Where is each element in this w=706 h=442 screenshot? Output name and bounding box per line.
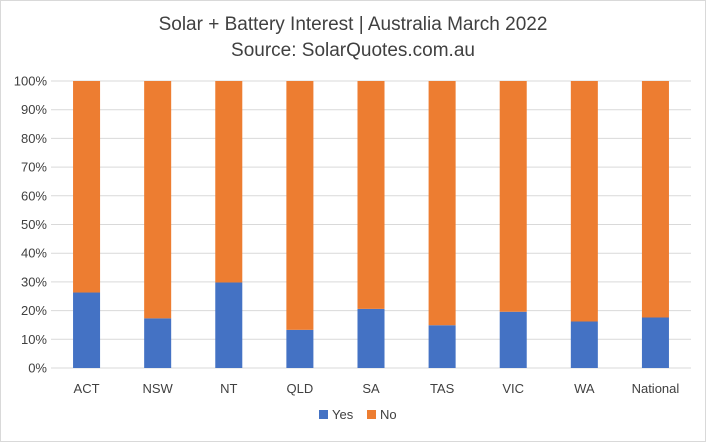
x-axis-tick-labels: ACT NSW NT QLD SA TAS VIC WA National xyxy=(74,381,680,396)
y-tick-label: 70% xyxy=(21,160,47,175)
y-tick-label: 100% xyxy=(14,74,48,89)
x-tick-label: NT xyxy=(220,381,237,396)
y-tick-label: 30% xyxy=(21,274,47,289)
bar-no-vic xyxy=(499,81,527,312)
bar-no-wa xyxy=(570,81,598,322)
legend-swatch-no xyxy=(367,410,376,419)
bar-yes-sa xyxy=(357,308,385,368)
y-tick-label: 10% xyxy=(21,332,47,347)
x-tick-label: TAS xyxy=(430,381,455,396)
bar-yes-national xyxy=(641,317,669,368)
chart-title: Solar + Battery Interest | Australia Mar… xyxy=(159,14,548,35)
bar-no-sa xyxy=(357,81,385,309)
y-tick-label: 60% xyxy=(21,188,47,203)
bar-yes-nsw xyxy=(144,318,172,368)
y-axis-tick-labels: 0% 10% 20% 30% 40% 50% 60% 70% 80% 90% 100% xyxy=(14,74,48,376)
legend-label-yes: Yes xyxy=(332,407,354,422)
x-tick-label: National xyxy=(632,381,680,396)
bar-no-nt xyxy=(215,81,243,283)
bar-yes-wa xyxy=(570,321,598,368)
y-tick-label: 80% xyxy=(21,131,47,146)
bar-yes-qld xyxy=(286,329,314,368)
x-tick-label: VIC xyxy=(502,381,524,396)
bars xyxy=(73,81,669,368)
x-tick-label: NSW xyxy=(142,381,173,396)
bar-no-qld xyxy=(286,81,314,330)
y-tick-label: 40% xyxy=(21,246,47,261)
x-tick-label: SA xyxy=(362,381,380,396)
bar-yes-vic xyxy=(499,311,527,368)
legend-label-no: No xyxy=(380,407,397,422)
x-tick-label: QLD xyxy=(287,381,314,396)
bar-no-tas xyxy=(428,81,456,326)
y-tick-label: 20% xyxy=(21,303,47,318)
y-tick-label: 50% xyxy=(21,217,47,232)
bar-no-nsw xyxy=(144,81,172,319)
chart-subtitle: Source: SolarQuotes.com.au xyxy=(231,40,475,61)
x-tick-label: ACT xyxy=(74,381,100,396)
bar-yes-act xyxy=(73,292,101,368)
y-tick-label: 90% xyxy=(21,102,47,117)
bar-yes-tas xyxy=(428,325,456,368)
y-tick-label: 0% xyxy=(28,361,47,376)
legend: Yes No xyxy=(319,407,397,422)
legend-swatch-yes xyxy=(319,410,328,419)
bar-no-act xyxy=(73,81,101,293)
x-tick-label: WA xyxy=(574,381,595,396)
bar-yes-nt xyxy=(215,282,243,368)
bar-no-national xyxy=(641,81,669,318)
